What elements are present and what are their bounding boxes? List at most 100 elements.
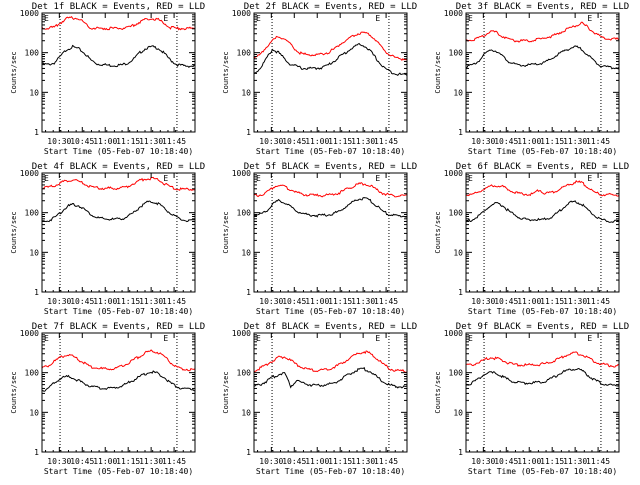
panel-det-2f: Det 2f BLACK = Events, RED = LLD 1 10 100 10… [222, 2, 417, 156]
y-tick-label: 10 [29, 408, 39, 417]
x-tick-label: 11:15 [116, 297, 140, 306]
y-tick-label: 1000 [444, 329, 463, 338]
x-tick-label: 11:15 [540, 457, 564, 466]
series-lld-line [41, 176, 196, 192]
x-tick-label: 11:00 [517, 297, 541, 306]
x-tick-label: 10:30 [259, 457, 283, 466]
x-tick-label: 11:30 [563, 137, 587, 146]
y-tick-label: 10 [29, 88, 39, 97]
panel-det-5f: Det 5f BLACK = Events, RED = LLD 1 10 100 10… [222, 162, 417, 316]
e-marker: E [375, 14, 380, 23]
panel-det-6f: Det 6f BLACK = Events, RED = LLD 1 10 100 10… [434, 162, 629, 316]
panel-title: Det 9f BLACK = Events, RED = LLD [456, 322, 629, 332]
y-tick-label: 1000 [20, 169, 39, 178]
series-events-line [41, 44, 196, 69]
y-tick-label: 1 [34, 448, 39, 457]
x-tick-label: 11:00 [517, 137, 541, 146]
series-lld-line [465, 179, 620, 197]
x-tick-label: 11:30 [139, 457, 163, 466]
e-marker: E [44, 14, 49, 23]
series-events-line [253, 366, 408, 389]
x-tick-label: 10:30 [47, 137, 71, 146]
x-tick-label: 11:15 [328, 297, 352, 306]
y-tick-label: 1 [458, 448, 463, 457]
e-marker: E [163, 334, 168, 343]
y-tick-label: 100 [449, 49, 464, 58]
y-tick-label: 1 [246, 288, 251, 297]
x-tick-label: 11:00 [517, 457, 541, 466]
x-tick-label: 10:30 [47, 457, 71, 466]
x-tick-label: 11:30 [351, 137, 375, 146]
series-events-line [465, 200, 620, 224]
x-tick-label: 10:30 [259, 297, 283, 306]
x-axis-label: Start Time (05-Feb-07 10:18:40) [256, 467, 405, 476]
panel-title: Det 3f BLACK = Events, RED = LLD [456, 2, 629, 12]
plot-frame [41, 332, 196, 453]
y-tick-label: 1 [34, 288, 39, 297]
x-axis-label: Start Time (05-Feb-07 10:18:40) [256, 147, 405, 156]
x-tick-label: 11:45 [374, 297, 398, 306]
e-marker: E [256, 334, 261, 343]
y-tick-label: 100 [25, 209, 40, 218]
x-axis-label: Start Time (05-Feb-07 10:18:40) [468, 147, 617, 156]
x-tick-label: 11:00 [305, 457, 329, 466]
x-tick-label: 11:15 [328, 137, 352, 146]
x-tick-label: 10:45 [70, 137, 94, 146]
x-tick-label: 11:45 [586, 137, 610, 146]
x-tick-label: 10:30 [471, 297, 495, 306]
e-marker: E [375, 334, 380, 343]
y-tick-label: 100 [449, 369, 464, 378]
x-tick-label: 11:15 [328, 457, 352, 466]
panel-det-1f: Det 1f BLACK = Events, RED = LLD 1 10 100 10… [10, 2, 205, 156]
y-tick-label: 100 [237, 369, 252, 378]
x-tick-label: 11:15 [540, 137, 564, 146]
y-tick-label: 100 [237, 49, 252, 58]
panel-title: Det 7f BLACK = Events, RED = LLD [32, 322, 205, 332]
e-marker: E [163, 14, 168, 23]
e-marker: E [587, 174, 592, 183]
y-axis-label: Counts/sec [434, 211, 442, 253]
x-tick-label: 10:30 [471, 457, 495, 466]
x-axis-label: Start Time (05-Feb-07 10:18:40) [256, 307, 405, 316]
panel-title: Det 6f BLACK = Events, RED = LLD [456, 162, 629, 172]
x-tick-label: 10:45 [70, 297, 94, 306]
y-tick-label: 10 [453, 248, 463, 257]
plot-frame [41, 12, 196, 133]
series-events-line [465, 367, 620, 387]
y-tick-label: 10 [241, 88, 251, 97]
panel-title: Det 8f BLACK = Events, RED = LLD [244, 322, 417, 332]
plot-frame [41, 172, 196, 293]
x-tick-label: 10:45 [282, 297, 306, 306]
y-tick-label: 1 [458, 128, 463, 137]
plot-frame [465, 172, 620, 293]
y-tick-label: 10 [241, 248, 251, 257]
x-tick-label: 10:45 [282, 457, 306, 466]
x-tick-label: 11:00 [305, 137, 329, 146]
x-tick-label: 11:15 [116, 457, 140, 466]
series-lld-line [41, 15, 196, 31]
x-tick-label: 11:45 [586, 297, 610, 306]
series-events-line [41, 370, 196, 392]
x-tick-label: 11:45 [374, 137, 398, 146]
y-tick-label: 1000 [232, 169, 251, 178]
y-tick-label: 10 [29, 248, 39, 257]
plot-frame [253, 332, 408, 453]
y-axis-label: Counts/sec [434, 51, 442, 93]
series-lld-line [253, 350, 408, 373]
x-tick-label: 11:45 [162, 297, 186, 306]
series-lld-line [41, 349, 196, 372]
x-tick-label: 11:30 [351, 457, 375, 466]
series-events-line [41, 200, 196, 223]
y-tick-label: 1000 [20, 9, 39, 18]
e-marker: E [256, 14, 261, 23]
x-tick-label: 10:45 [70, 457, 94, 466]
x-tick-label: 11:15 [116, 137, 140, 146]
x-tick-label: 11:45 [374, 457, 398, 466]
y-tick-label: 10 [453, 88, 463, 97]
x-tick-label: 10:45 [494, 137, 518, 146]
y-tick-label: 10 [453, 408, 463, 417]
y-tick-label: 1000 [444, 9, 463, 18]
y-tick-label: 1 [246, 448, 251, 457]
